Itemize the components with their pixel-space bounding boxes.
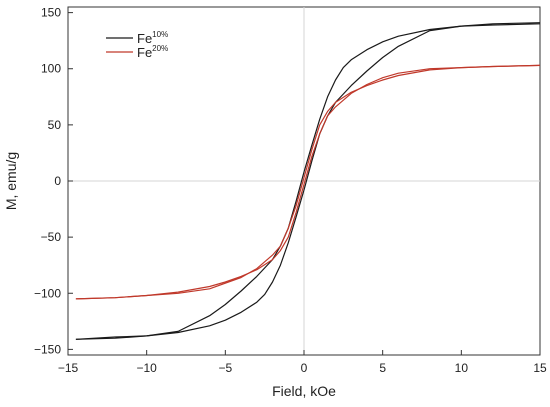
y-tick-label: 50: [48, 118, 62, 132]
legend-label-fe20-sup: 20%: [152, 44, 168, 53]
y-tick-label: 0: [54, 174, 61, 188]
x-axis-ticks: −15 −10 −5 0 5 10 15: [58, 350, 547, 375]
x-tick-label: 15: [533, 361, 547, 375]
legend-label-fe20-base: Fe: [137, 45, 152, 60]
x-tick-label: −10: [136, 361, 157, 375]
y-tick-label: 100: [41, 62, 61, 76]
x-tick-label: 5: [379, 361, 386, 375]
legend-label-fe10-sup: 10%: [152, 30, 168, 39]
y-axis-ticks: −150 −100 −50 0 50 100 150: [34, 6, 73, 356]
x-tick-label: 0: [301, 361, 308, 375]
x-tick-label: −5: [218, 361, 232, 375]
x-tick-label: −15: [58, 361, 79, 375]
y-axis-title: M, emu/g: [3, 152, 19, 210]
series-0-branch-1-line: [75, 22, 541, 340]
y-tick-label: −50: [41, 230, 62, 244]
x-tick-label: 10: [455, 361, 469, 375]
series-1-branch-0-line: [75, 64, 541, 300]
series-1-branch-1-line: [75, 64, 541, 300]
y-tick-label: 150: [41, 6, 61, 20]
series-0-branch-0-line: [75, 23, 541, 340]
y-tick-label: −100: [34, 286, 61, 300]
legend-label-fe10: Fe10%: [137, 30, 168, 46]
legend-label-fe10-base: Fe: [137, 31, 152, 46]
series-layer: [75, 22, 541, 340]
y-tick-label: −150: [34, 342, 61, 356]
x-axis-title: Field, kOe: [272, 383, 336, 399]
legend-label-fe20: Fe20%: [137, 44, 168, 60]
legend: Fe10% Fe20%: [106, 30, 168, 60]
